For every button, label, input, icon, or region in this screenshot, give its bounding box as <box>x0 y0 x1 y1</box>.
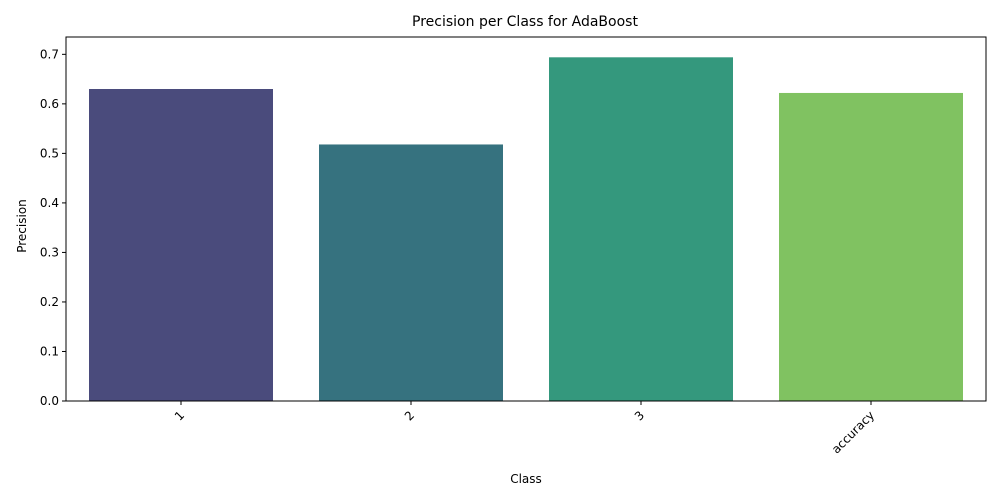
y-tick-label: 0.1 <box>40 344 59 358</box>
y-axis-ticks: 0.0 0.1 0.2 0.3 0.4 0.5 0.6 0.7 <box>40 47 66 408</box>
y-tick-label: 0.0 <box>40 394 59 408</box>
plot-frame <box>65 36 987 402</box>
bars-group <box>89 57 963 402</box>
bar-3 <box>549 57 733 402</box>
y-tick-label: 0.3 <box>40 245 59 259</box>
y-tick-label: 0.4 <box>40 196 59 210</box>
y-axis-label: Precision <box>15 199 29 253</box>
y-tick-label: 0.6 <box>40 97 59 111</box>
chart-title: Precision per Class for AdaBoost <box>412 14 638 30</box>
x-axis-label: Class <box>510 472 542 486</box>
bar-2 <box>319 144 503 401</box>
y-tick-label: 0.7 <box>40 47 59 61</box>
bar-accuracy <box>779 92 963 401</box>
y-tick-label: 0.2 <box>40 295 59 309</box>
y-tick-label: 0.5 <box>40 146 59 160</box>
bar-1 <box>89 89 273 401</box>
